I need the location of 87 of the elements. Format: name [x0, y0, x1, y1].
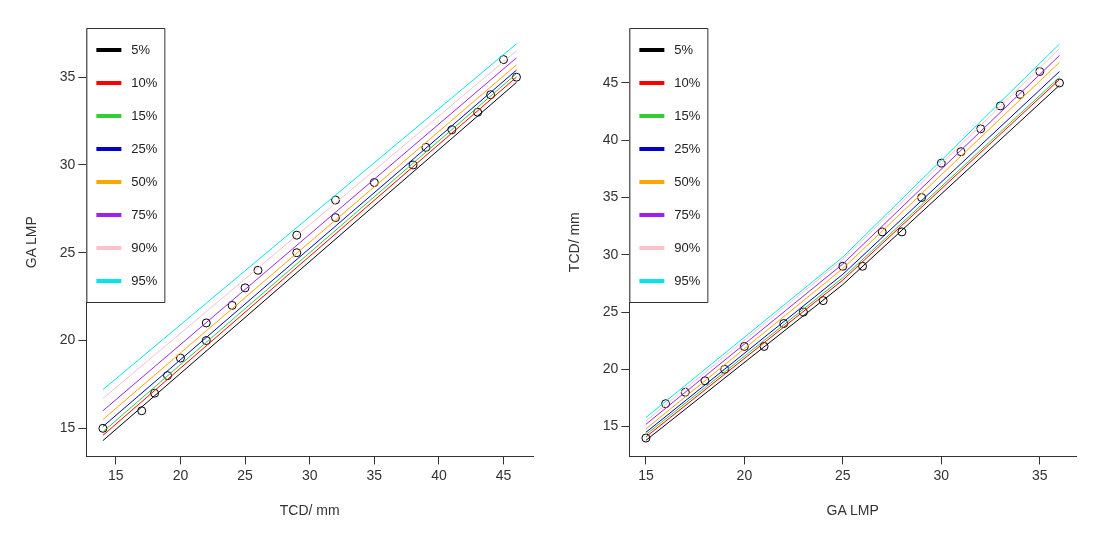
legend-label: 15% [131, 107, 158, 123]
point [995, 101, 1005, 111]
point [858, 261, 868, 271]
point [1015, 89, 1025, 99]
legend-label: 50% [131, 173, 158, 189]
legend-label: 95% [131, 272, 158, 288]
y-tick-label: 15 [59, 419, 76, 436]
y-tick-label: 25 [602, 302, 619, 319]
y-tick-label: 45 [602, 73, 619, 90]
point [641, 433, 651, 443]
point [253, 265, 263, 275]
point [759, 341, 769, 351]
x-tick-label: 15 [638, 466, 654, 483]
point [163, 371, 173, 381]
point [499, 55, 509, 65]
point [421, 142, 431, 152]
point [779, 319, 789, 329]
x-tick-label: 20 [172, 466, 189, 483]
x-tick-label: 45 [495, 466, 512, 483]
point [331, 213, 341, 223]
legend-label: 25% [674, 140, 701, 156]
x-axis-title: GA LMP [826, 502, 879, 519]
y-tick-label: 30 [59, 155, 76, 172]
point [292, 248, 302, 258]
point [447, 125, 457, 135]
legend-label: 75% [131, 206, 158, 222]
x-tick-label: 20 [736, 466, 753, 483]
point [175, 353, 185, 363]
x-tick-label: 25 [237, 466, 254, 483]
legend-label: 90% [131, 239, 158, 255]
y-tick-label: 35 [602, 188, 619, 205]
point [917, 193, 927, 203]
point [976, 124, 986, 134]
point [201, 318, 211, 328]
point [292, 230, 302, 240]
x-tick-label: 30 [933, 466, 950, 483]
point [739, 341, 749, 351]
y-tick-label: 20 [59, 331, 76, 348]
point [369, 178, 379, 188]
point [877, 227, 887, 237]
point [897, 227, 907, 237]
point [511, 72, 521, 82]
point [956, 147, 966, 157]
legend-label: 25% [131, 140, 158, 156]
y-axis-title: GA LMP [23, 216, 40, 269]
legend-label: 50% [674, 173, 701, 189]
legend-label: 90% [674, 239, 701, 255]
x-tick-label: 30 [301, 466, 318, 483]
point [331, 195, 341, 205]
y-tick-label: 15 [602, 417, 619, 434]
point [240, 283, 250, 293]
legend-label: 5% [674, 41, 694, 57]
y-tick-label: 20 [602, 360, 619, 377]
point [700, 376, 710, 386]
point [1054, 78, 1064, 88]
point [150, 388, 160, 398]
x-tick-label: 25 [835, 466, 851, 483]
point [661, 399, 671, 409]
point [137, 406, 147, 416]
legend-label: 75% [674, 206, 701, 222]
point [408, 160, 418, 170]
legend-label: 10% [131, 74, 158, 90]
point [838, 261, 848, 271]
point [936, 158, 946, 168]
x-axis-title: TCD/ mm [279, 502, 340, 519]
y-tick-label: 40 [602, 131, 619, 148]
point [798, 307, 808, 317]
x-tick-label: 40 [431, 466, 447, 483]
x-tick-label: 15 [108, 466, 124, 483]
point [486, 90, 496, 100]
legend-label: 5% [131, 41, 151, 57]
point [680, 387, 690, 397]
legend-label: 10% [674, 74, 701, 90]
point [473, 107, 483, 117]
y-tick-label: 25 [59, 243, 76, 260]
point [1035, 67, 1045, 77]
point [818, 296, 828, 306]
point [201, 336, 211, 346]
y-tick-label: 35 [59, 68, 76, 85]
x-tick-label: 35 [1031, 466, 1048, 483]
legend-label: 95% [674, 272, 701, 288]
y-tick-label: 30 [602, 245, 619, 262]
point [227, 300, 237, 310]
y-axis-title: TCD/ mm [566, 212, 583, 273]
x-tick-label: 35 [366, 466, 383, 483]
point [98, 423, 108, 433]
legend-label: 15% [674, 107, 701, 123]
